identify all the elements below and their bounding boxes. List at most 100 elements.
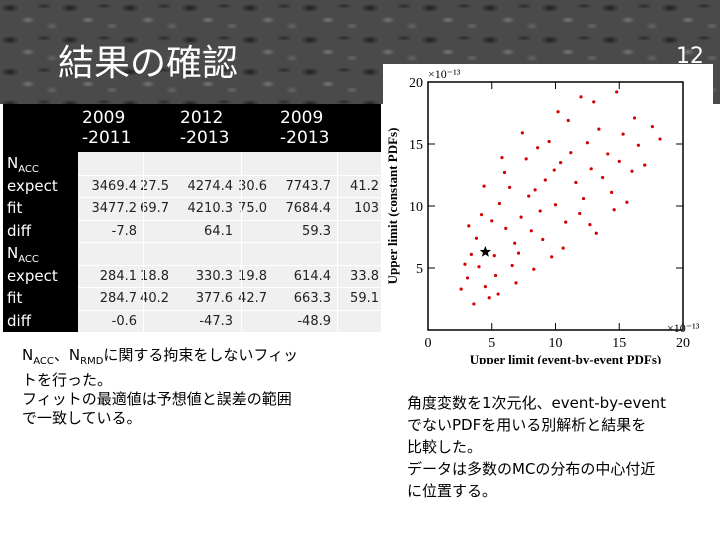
x-tick-label: 0 — [425, 336, 432, 351]
mc-point — [592, 100, 596, 104]
table-cell: -47.3 — [199, 313, 233, 329]
mc-point — [569, 151, 573, 155]
x-tick-label: 5 — [488, 336, 495, 351]
mc-point — [643, 163, 647, 167]
scatter-plot: 0 5 10 15 20 5 10 15 20 Upper limit (constant PDF… — [383, 64, 713, 367]
mc-point — [492, 254, 496, 258]
left-text-line-1: NACC、NRMDに関する拘束をしないフィッ — [22, 346, 299, 367]
mc-point — [553, 203, 558, 207]
mc-point — [547, 139, 551, 144]
mc-point — [615, 90, 619, 94]
mc-point — [483, 285, 487, 289]
mc-point — [541, 237, 545, 242]
row-label: expect — [7, 266, 58, 285]
column-divider — [337, 152, 338, 332]
row-label-column: NACC expect fit diff NACC expect fit diff — [3, 152, 78, 332]
right-text-line-4: データは多数のMCの分布の中心付近 — [407, 460, 656, 478]
mc-point — [606, 152, 610, 156]
mc-point — [465, 276, 470, 280]
mc-point — [474, 236, 479, 240]
mc-point — [519, 215, 523, 219]
mc-point — [467, 224, 471, 228]
results-table: 2009 -2011 2012 -2013 2009 -2013 NACC expect… — [3, 104, 381, 332]
table-cell: 33.8 — [350, 268, 379, 284]
mc-point — [594, 231, 598, 235]
table-cell: 330.3 — [195, 268, 233, 284]
table-cell: 30.6 — [238, 178, 267, 194]
y-multiplier: ×10⁻¹³ — [428, 67, 461, 81]
right-text-line-5: に位置する。 — [407, 482, 498, 500]
row-divider — [78, 174, 381, 176]
column-divider — [241, 152, 242, 332]
mc-point — [513, 241, 517, 245]
mc-point — [533, 188, 537, 192]
mc-point — [477, 265, 481, 269]
table-cell: -0.6 — [111, 313, 137, 329]
right-text-line-3: 比較した。 — [407, 438, 483, 456]
mc-point — [472, 302, 476, 306]
table-cell: 377.6 — [195, 291, 233, 306]
mc-point — [658, 137, 662, 141]
table-cell: 59.3 — [302, 223, 331, 239]
mc-point — [621, 132, 625, 136]
row-label: diff — [7, 311, 32, 330]
column-divider — [143, 152, 144, 332]
row-divider — [78, 219, 381, 221]
mc-point — [636, 143, 640, 147]
mc-point — [459, 287, 463, 291]
left-text-line-4: で一致している。 — [22, 409, 142, 427]
table-cell: 4210.3 — [187, 201, 234, 216]
mc-point — [514, 281, 518, 285]
right-text-line-1: 角度変数を1次元化、event-by-event — [407, 394, 666, 412]
right-description: 角度変数を1次元化、event-by-event でないPDFを用いる別解析と結… — [407, 392, 707, 502]
column-header-2009-2013: 2009 -2013 — [280, 108, 330, 148]
x-axis-label: Upper limit (event-by-event PDFs) — [470, 352, 661, 364]
mc-point — [610, 190, 614, 194]
column-header-2009-2011: 2009 -2011 — [82, 108, 132, 148]
mc-point — [520, 131, 524, 135]
mc-point — [559, 161, 563, 165]
row-label: NACC — [7, 244, 39, 265]
table-cell: 284.1 — [99, 268, 137, 284]
right-text-line-2: でないPDFを用いる別解析と結果を — [407, 416, 647, 434]
mc-point — [510, 263, 514, 268]
x-tick-label: 20 — [676, 336, 690, 351]
y-tick-label: 20 — [409, 76, 423, 91]
y-tick-label: 15 — [409, 138, 423, 153]
table-cell: 614.4 — [293, 268, 331, 284]
mc-point — [516, 251, 521, 255]
data-star-marker — [479, 245, 492, 257]
mc-point — [502, 170, 507, 175]
table-cell: 40.2 — [140, 291, 169, 306]
mc-point — [463, 262, 467, 266]
mc-point — [538, 209, 542, 213]
mc-point — [632, 116, 637, 120]
mc-point — [578, 211, 582, 216]
y-tick-label: 10 — [409, 200, 423, 215]
table-cell: 75.0 — [238, 201, 267, 216]
table-header: 2009 -2011 2012 -2013 2009 -2013 — [3, 104, 381, 152]
mc-point — [497, 201, 501, 206]
scatter-plot-svg: 0 5 10 15 20 5 10 15 20 Upper limit (constant PDF… — [385, 67, 700, 367]
mc-point — [588, 223, 592, 227]
row-label: fit — [7, 289, 23, 307]
table-cell: 4274.4 — [187, 178, 234, 194]
table-cell: -7.8 — [111, 223, 137, 239]
mc-point — [625, 200, 629, 204]
row-divider — [78, 264, 381, 266]
table-cell: 19.8 — [238, 268, 267, 284]
mc-point — [589, 167, 593, 171]
table-cell: 27.5 — [140, 178, 169, 194]
mc-point — [543, 178, 547, 182]
mc-point — [527, 194, 531, 198]
y-axis-label: Upper limit (constant PDFs) — [385, 128, 400, 285]
y-tick-label: 5 — [416, 262, 423, 277]
title-band — [0, 0, 720, 104]
row-divider — [78, 197, 381, 198]
mc-point — [524, 157, 528, 161]
mc-point — [493, 273, 498, 278]
table-cell: 3469.4 — [91, 178, 138, 194]
mc-point — [490, 219, 494, 223]
table-cell: 103 — [354, 201, 379, 216]
table-cell: 18.8 — [140, 268, 169, 284]
